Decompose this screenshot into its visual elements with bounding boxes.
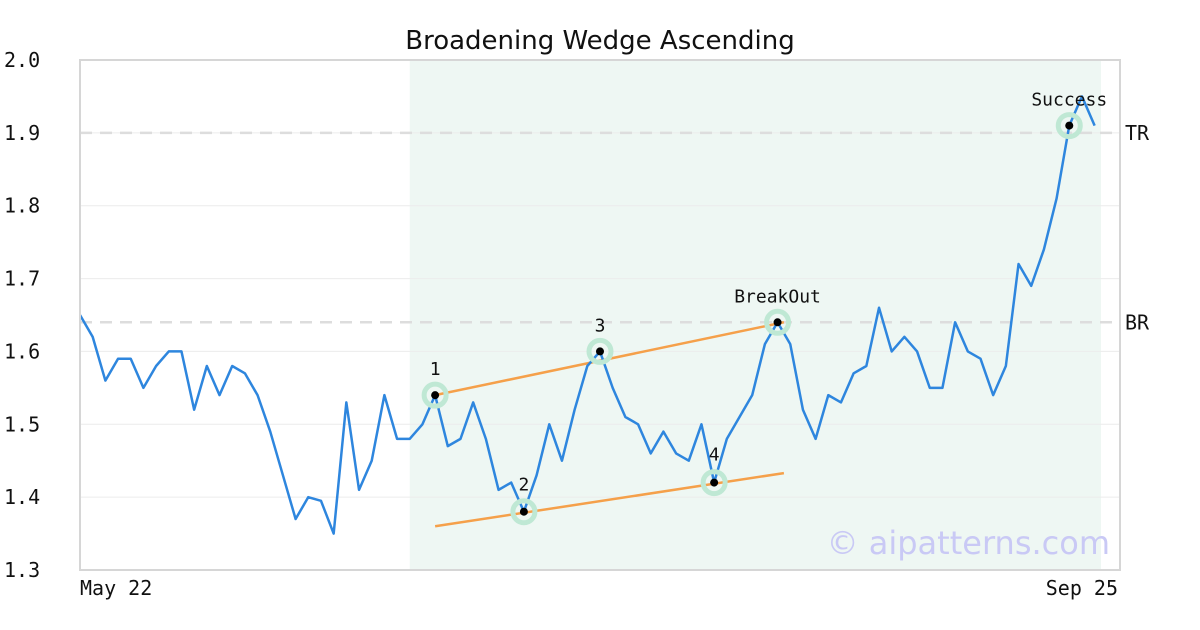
x-tick-label: May 22 <box>80 576 152 600</box>
marker-dot <box>710 478 719 487</box>
reference-lines: TR BR <box>80 121 1150 334</box>
grid <box>80 59 1120 571</box>
x-tick-label: Sep 25 <box>1046 576 1118 600</box>
y-tick-label: 1.7 <box>4 267 40 291</box>
y-tick-label: 2.0 <box>4 48 40 72</box>
marker-dot <box>1065 121 1074 130</box>
watermark: © aipatterns.com <box>827 524 1110 562</box>
pattern-region <box>409 60 1101 570</box>
marker-dot <box>431 391 440 400</box>
marker-ring <box>510 498 538 526</box>
plot-frame <box>79 59 1121 571</box>
y-tick-label: 1.9 <box>4 121 40 145</box>
marker-label: 1 <box>430 359 441 380</box>
marker-dot <box>596 347 604 356</box>
x-axis-ticks: May 22 Sep 25 <box>80 576 1118 600</box>
reference-line-label: BR <box>1125 310 1150 334</box>
marker-label: 2 <box>518 475 529 496</box>
marker-label: 3 <box>595 315 606 336</box>
marker-label: BreakOut <box>734 286 821 307</box>
marker-ring <box>700 469 728 497</box>
marker-dot <box>773 318 782 327</box>
marker-ring <box>586 337 614 365</box>
y-tick-label: 1.4 <box>4 485 40 509</box>
y-tick-label: 1.3 <box>4 558 40 582</box>
marker-ring <box>1055 112 1083 140</box>
marker-label: Success <box>1031 90 1107 111</box>
y-tick-label: 1.6 <box>4 339 40 363</box>
marker-ring <box>764 308 792 336</box>
chart-title: Broadening Wedge Ascending <box>405 26 795 56</box>
price-series-line <box>78 95 1096 535</box>
markers: 1 2 3 4 BreakOut Success <box>421 90 1107 526</box>
marker-dot <box>519 507 528 516</box>
marker-ring <box>421 381 449 409</box>
marker-label: 4 <box>709 445 720 466</box>
y-tick-label: 1.8 <box>4 194 40 218</box>
reference-line-label: TR <box>1125 121 1150 145</box>
y-tick-label: 1.5 <box>4 412 40 436</box>
y-axis-ticks: 1.3 1.4 1.5 1.6 1.7 1.8 1.9 2.0 <box>4 48 40 582</box>
